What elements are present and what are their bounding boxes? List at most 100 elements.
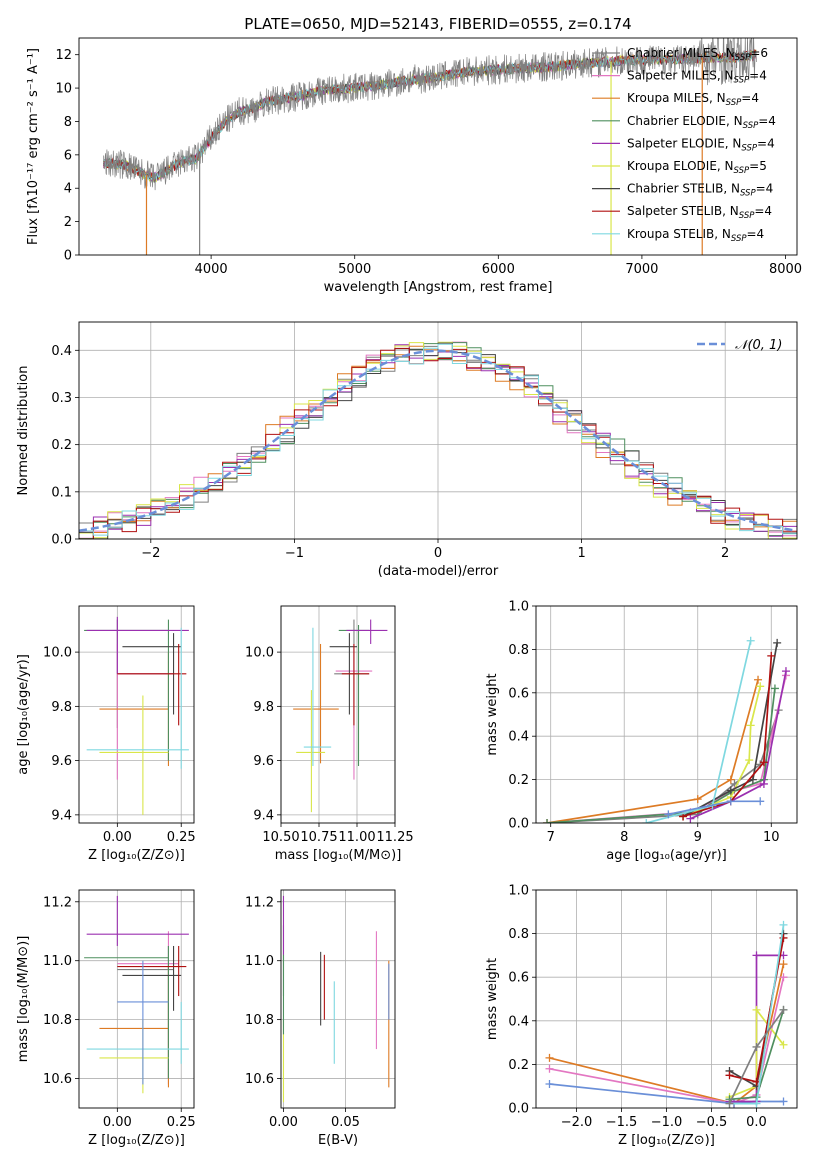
x-tick-label: 8000 [769, 262, 802, 277]
legend-entry: Chabrier MILES, NSSP=6 [627, 46, 768, 63]
y-tick-label: 9.6 [51, 754, 72, 769]
series-marker [642, 819, 651, 823]
x-tick-label: 0.00 [103, 830, 132, 845]
axes-frame [535, 889, 798, 1109]
y-tick-label: 0.6 [508, 971, 529, 986]
x-tick-label: 10.75 [300, 830, 337, 845]
x-tick-label: 0.0 [746, 1115, 767, 1130]
plot-area-residuals [79, 341, 797, 539]
y-tick-label: 11.2 [245, 895, 274, 910]
y-axis-label: Normed distribution [16, 366, 31, 496]
histogram-step [79, 343, 797, 539]
series-marker [754, 675, 763, 684]
y-tick-label: 6 [64, 148, 72, 163]
y-tick-label: 10.0 [245, 646, 274, 661]
y-tick-label: 9.8 [51, 700, 72, 715]
plot-area-massweight_vs_age [543, 636, 790, 823]
legend-entry: Salpeter MILES, NSSP=4 [627, 69, 767, 86]
plot-area-mass_vs_Z [84, 895, 189, 1094]
y-tick-label: 10.8 [43, 1013, 72, 1028]
x-tick-label: 11.25 [376, 830, 413, 845]
y-tick-label: 1.0 [508, 884, 529, 899]
x-tick-label: 0.05 [331, 1115, 360, 1130]
histogram-step [79, 342, 797, 539]
series-line [682, 642, 778, 818]
x-tick-label: 9 [694, 830, 702, 845]
x-tick-label: 11.00 [338, 830, 375, 845]
histogram-step [79, 341, 797, 539]
y-axis-label: mass [log₁₀(M/M⊙)] [16, 936, 31, 1063]
series-line [549, 977, 785, 1105]
plot-area-age_vs_mass [293, 619, 388, 813]
series-marker [746, 721, 755, 730]
x-axis-label: E(B-V) [318, 1133, 358, 1148]
series-line [546, 679, 759, 823]
series-marker [726, 797, 735, 806]
series-marker [545, 1064, 554, 1073]
x-tick-label: −0.5 [696, 1115, 728, 1130]
y-tick-label: 0.0 [508, 817, 529, 832]
series-marker [767, 651, 776, 660]
y-tick-label: 9.8 [253, 700, 274, 715]
histogram-step [79, 345, 797, 539]
series-marker [725, 1071, 734, 1080]
x-tick-label: 4000 [195, 262, 228, 277]
y-axis-label: mass weight [485, 673, 500, 755]
plot-area-spectrum [102, 38, 757, 255]
legend-entry: Kroupa ELODIE, NSSP=5 [627, 159, 767, 176]
series-marker [779, 920, 788, 929]
series-marker [545, 1080, 554, 1089]
x-axis-label: Z [log₁₀(Z/Z⊙)] [88, 848, 185, 863]
x-tick-label: −1.0 [651, 1115, 683, 1130]
chart-title: PLATE=0650, MJD=52143, FIBERID=0555, z=0… [244, 15, 631, 33]
series-marker [779, 1005, 788, 1014]
y-tick-label: 8 [64, 115, 72, 130]
panel-age_vs_mass: 10.50 10.75 11.00 11.25 9.4 9.6 9.8 10.0 mass [l… [245, 605, 414, 863]
plot-area-age_vs_Z [84, 616, 189, 815]
series-marker [781, 667, 790, 676]
series-marker [770, 684, 779, 693]
x-tick-label: −1 [285, 546, 304, 561]
series-marker [759, 779, 768, 788]
series-marker [745, 756, 754, 765]
series-line [546, 709, 780, 823]
y-tick-label: 0.6 [508, 686, 529, 701]
series-marker [756, 797, 765, 806]
y-tick-label: 0.2 [508, 1058, 529, 1073]
y-tick-label: 9.4 [51, 808, 72, 823]
x-tick-label: 2 [721, 546, 729, 561]
axes-frame [78, 37, 798, 256]
y-tick-label: 0.8 [508, 927, 529, 942]
x-tick-label: 10.50 [262, 830, 299, 845]
y-tick-label: 11.0 [43, 954, 72, 969]
x-tick-label: 7 [547, 830, 555, 845]
x-axis-label: age [log₁₀(age/yr)] [606, 848, 727, 863]
series-marker [726, 775, 735, 784]
series-marker [725, 1099, 734, 1108]
x-axis-label: Z [log₁₀(Z/Z⊙)] [618, 1133, 715, 1148]
y-tick-label: 11.0 [245, 954, 274, 969]
y-tick-label: 10.6 [245, 1072, 274, 1087]
series-marker [752, 1042, 761, 1051]
legend-entry: Chabrier ELODIE, NSSP=4 [627, 114, 776, 131]
axes-frame [280, 605, 396, 824]
series-marker [545, 1053, 554, 1062]
y-tick-label: 9.4 [253, 808, 274, 823]
legend-entry: Chabrier STELIB, NSSP=4 [627, 182, 773, 199]
x-tick-label: 1 [577, 546, 585, 561]
axes-frame [280, 889, 396, 1109]
x-tick-label: 10 [763, 830, 780, 845]
plot-area-massweight_vs_Z [545, 920, 788, 1108]
panel-massweight_vs_Z: −2.0 −1.5 −1.0 −0.5 0.0 0.0 0.2 0.4 0.6 0.8 1.0 Z [… [485, 884, 798, 1148]
series-line [690, 670, 787, 820]
y-tick-label: 0 [64, 249, 72, 264]
y-tick-label: 0.0 [508, 1102, 529, 1117]
x-axis-label: wavelength [Angstrom, rest frame] [324, 280, 553, 295]
x-tick-label: −2.0 [561, 1115, 593, 1130]
y-axis-label: age [log₁₀(age/yr)] [16, 654, 31, 775]
normal-curve [79, 349, 795, 532]
x-axis-label: Z [log₁₀(Z/Z⊙)] [88, 1133, 185, 1148]
legend-entry: Salpeter STELIB, NSSP=4 [627, 204, 772, 221]
y-axis-label: Flux [fλ10⁻¹⁷ erg cm⁻² s⁻¹ A⁻¹] [26, 48, 41, 245]
x-tick-label: 0 [434, 546, 442, 561]
